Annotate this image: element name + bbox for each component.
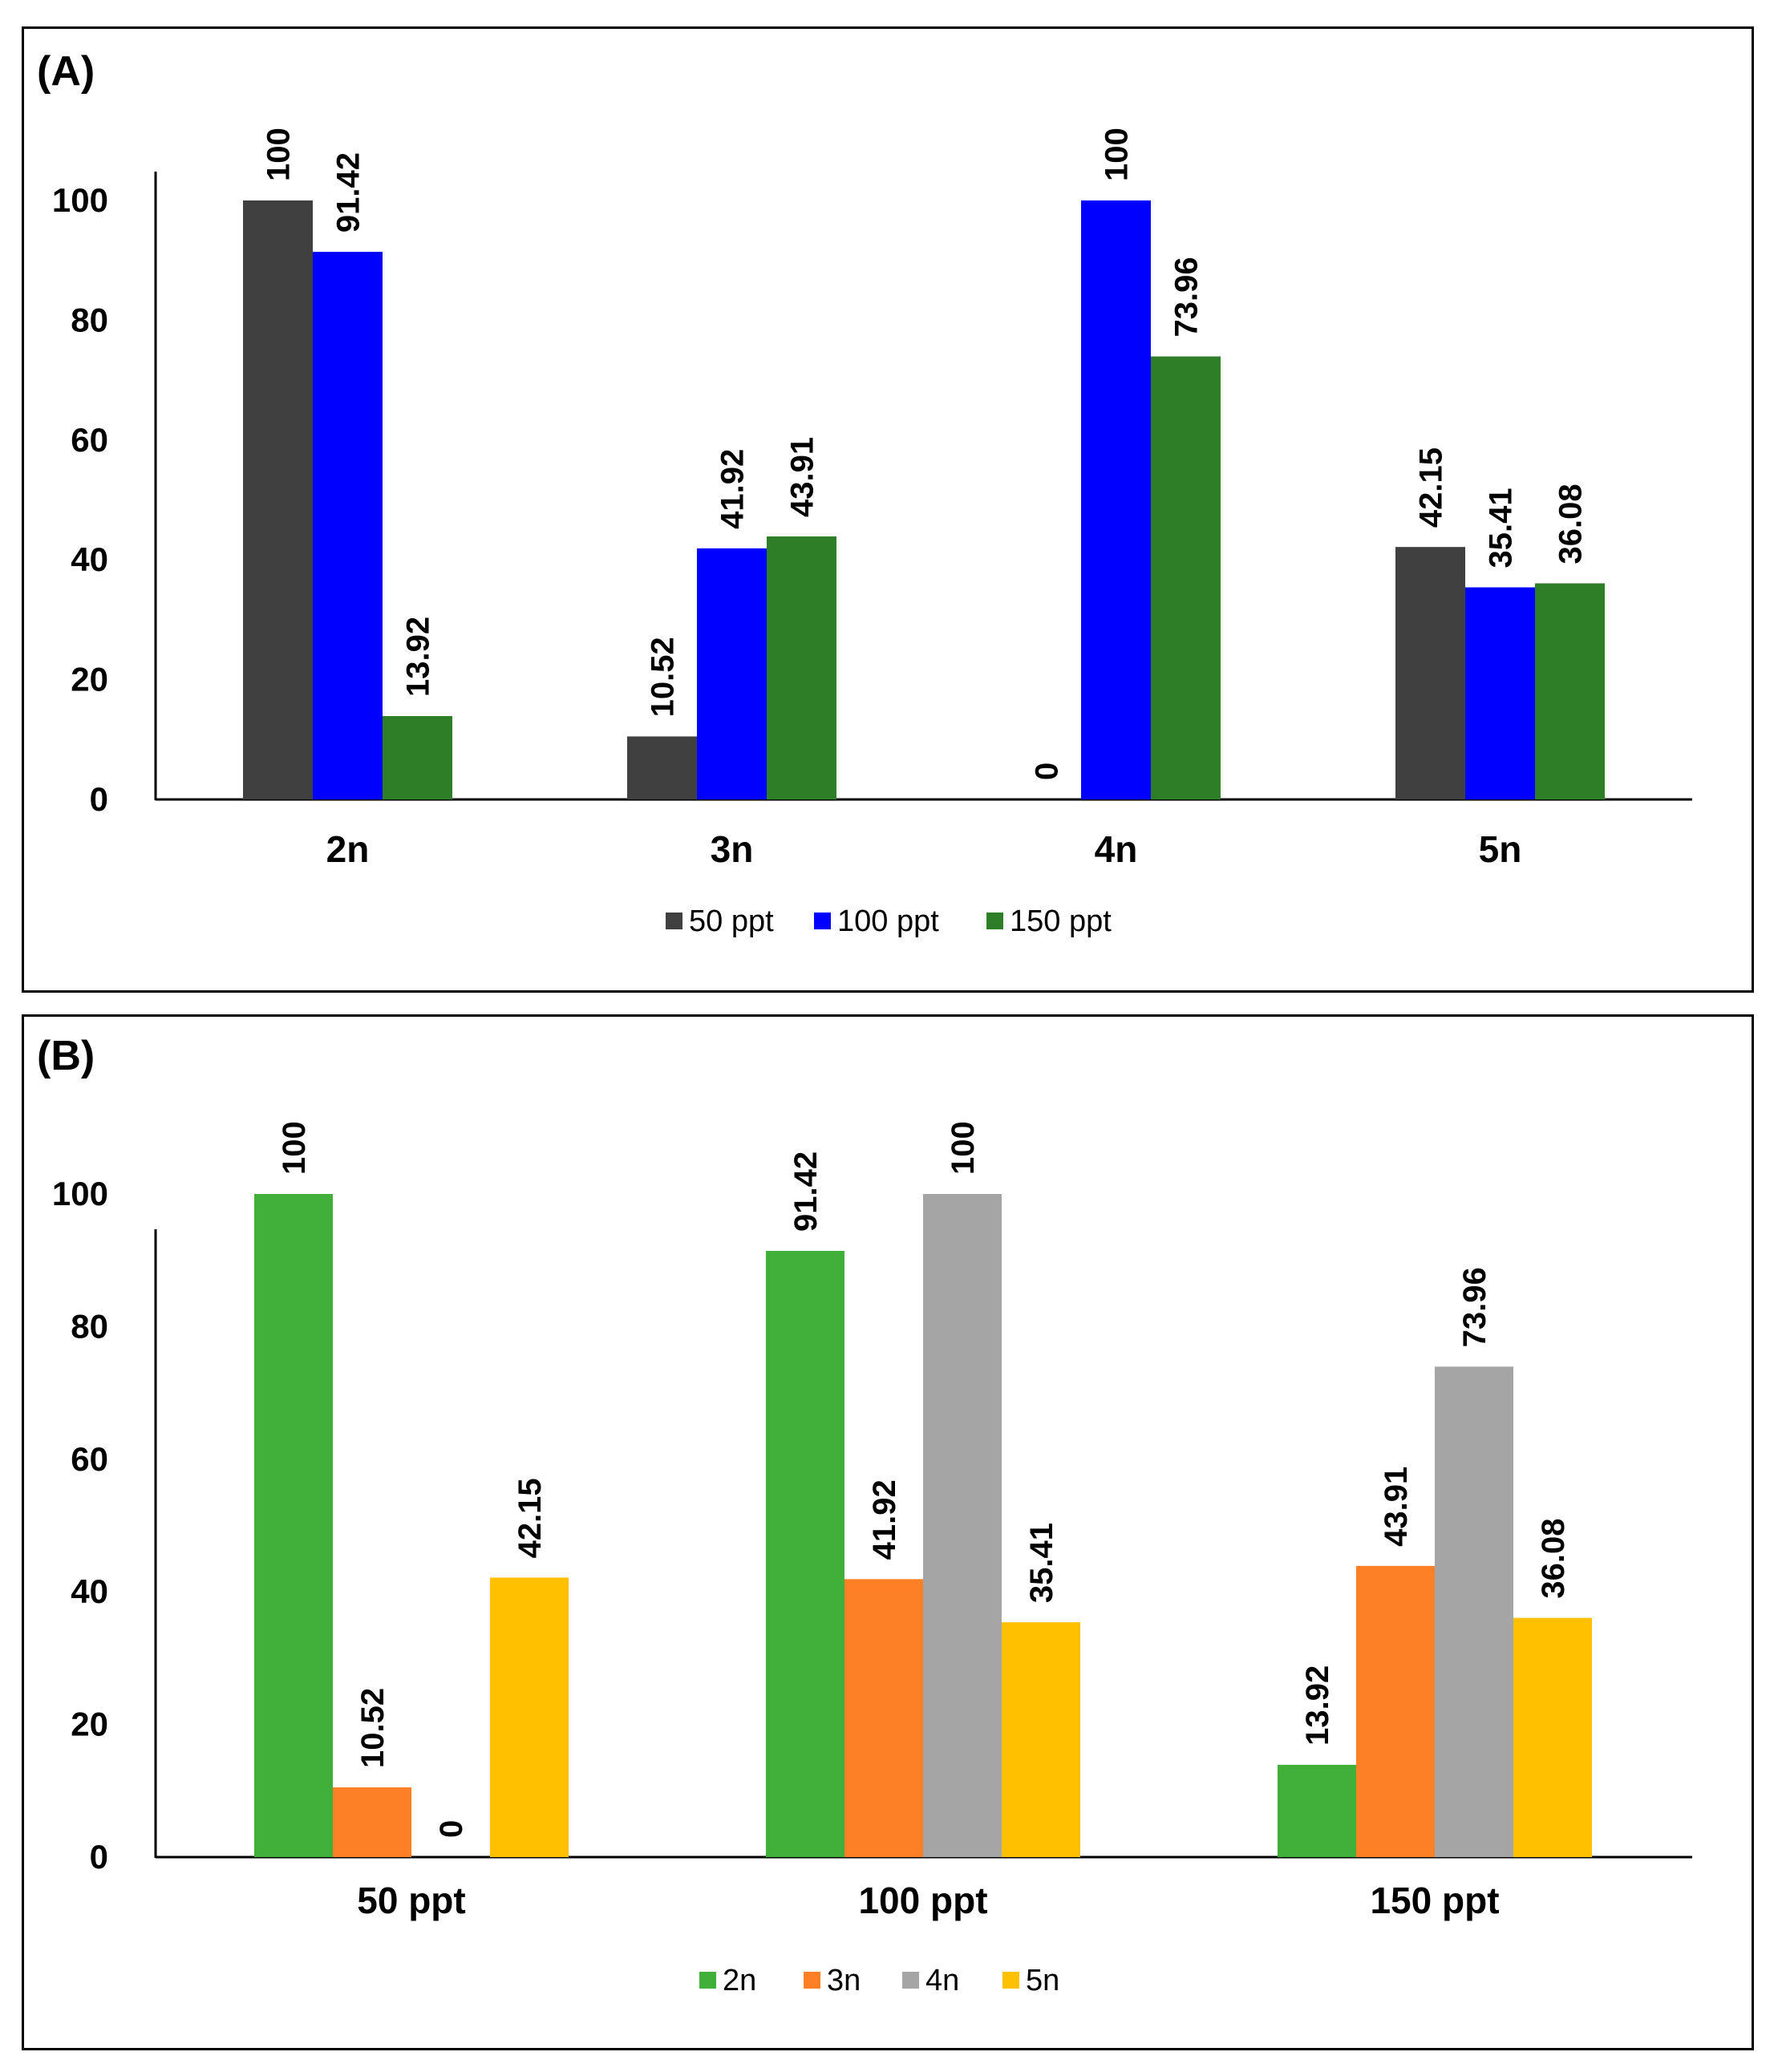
data-label-2n-150-ppt: 13.92: [1300, 1665, 1335, 1746]
legend-label-150-ppt: 150 ppt: [1010, 904, 1112, 938]
legend-label-50-ppt: 50 ppt: [689, 904, 774, 938]
data-label-50-ppt-3n: 10.52: [646, 637, 681, 717]
bar-50-ppt-3n: [627, 736, 697, 799]
bar-100-ppt-4n: [1081, 200, 1151, 799]
chart-b: (B) 0 20 40 60 80 100 100 10.52 0 42.15 50 ppt 91.42…: [37, 1033, 1692, 1997]
data-label-3n-50-ppt: 10.52: [355, 1688, 391, 1768]
y-tick-label-20: 20: [71, 1706, 108, 1743]
data-label-150-ppt-2n: 13.92: [401, 617, 436, 697]
bar-150-ppt-2n: [383, 716, 452, 799]
chart-a: (A) 0 20 40 60 80 100 100 91.42 13.92 2n 10.52 41.92…: [37, 48, 1692, 938]
bar-3n-150-ppt: [1356, 1565, 1435, 1857]
bar-5n-150-ppt: [1513, 1617, 1592, 1857]
legend-label-4n: 4n: [925, 1964, 959, 1997]
bar-3n-50-ppt: [333, 1787, 411, 1857]
y-tick-label-100: 100: [52, 1175, 108, 1212]
legend-swatch-2n: [699, 1972, 716, 1989]
bar-100-ppt-3n: [697, 548, 767, 799]
data-label-150-ppt-5n: 36.08: [1553, 484, 1589, 564]
data-label-5n-150-ppt: 36.08: [1536, 1519, 1571, 1599]
y-tick-label-60: 60: [71, 421, 108, 459]
legend-swatch-100-ppt: [814, 913, 831, 929]
y-tick-label-20: 20: [71, 661, 108, 698]
data-label-5n-50-ppt: 42.15: [512, 1478, 548, 1558]
bar-2n-50-ppt: [254, 1194, 333, 1857]
legend-label-100-ppt: 100 ppt: [837, 904, 939, 938]
bar-2n-100-ppt: [766, 1250, 844, 1857]
panel-label-b: (B): [37, 1033, 95, 1079]
bar-2n-150-ppt: [1278, 1764, 1356, 1857]
bar-100-ppt-2n: [313, 252, 383, 799]
data-label-100-ppt-2n: 91.42: [331, 152, 367, 233]
x-category-label-3n: 3n: [711, 828, 754, 870]
bar-150-ppt-5n: [1535, 583, 1605, 799]
y-tick-label-0: 0: [90, 1838, 108, 1876]
legend-label-2n: 2n: [723, 1964, 756, 1997]
bar-3n-100-ppt: [844, 1579, 923, 1857]
legend-swatch-5n: [1002, 1972, 1019, 1989]
x-category-label-4n: 4n: [1095, 828, 1138, 870]
panel-label-a: (A): [37, 48, 95, 95]
x-category-label-2n: 2n: [326, 828, 370, 870]
bar-4n-100-ppt: [923, 1194, 1002, 1857]
x-category-label-150-ppt: 150 ppt: [1370, 1880, 1499, 1921]
bar-100-ppt-5n: [1465, 587, 1535, 799]
data-label-4n-150-ppt: 73.96: [1457, 1267, 1492, 1347]
legend-label-3n: 3n: [827, 1964, 861, 1997]
y-tick-label-0: 0: [90, 780, 108, 818]
bar-4n-150-ppt: [1435, 1366, 1513, 1857]
x-category-label-50-ppt: 50 ppt: [357, 1880, 465, 1921]
x-category-label-100-ppt: 100 ppt: [858, 1880, 987, 1921]
data-label-50-ppt-2n: 100: [261, 127, 297, 181]
bar-50-ppt-5n: [1395, 547, 1465, 799]
y-tick-label-80: 80: [71, 1307, 108, 1345]
data-label-4n-100-ppt: 100: [946, 1121, 981, 1175]
data-label-50-ppt-5n: 42.15: [1414, 447, 1449, 528]
y-tick-label-80: 80: [71, 301, 108, 338]
bar-150-ppt-4n: [1151, 356, 1221, 799]
legend-swatch-3n: [804, 1972, 820, 1989]
data-label-3n-100-ppt: 41.92: [867, 1479, 902, 1560]
bar-5n-100-ppt: [1002, 1622, 1080, 1857]
data-label-150-ppt-4n: 73.96: [1169, 257, 1205, 337]
legend-label-5n: 5n: [1026, 1964, 1059, 1997]
legend-swatch-50-ppt: [666, 913, 682, 929]
y-tick-label-100: 100: [52, 181, 108, 219]
panel-b: (B) 0 20 40 60 80 100 100 10.52 0 42.15 50 ppt 91.42…: [22, 1014, 1754, 2050]
data-label-100-ppt-3n: 41.92: [715, 449, 751, 529]
y-tick-label-60: 60: [71, 1440, 108, 1478]
data-label-2n-100-ppt: 91.42: [788, 1151, 824, 1232]
legend-swatch-150-ppt: [986, 913, 1003, 929]
bar-5n-50-ppt: [490, 1577, 569, 1857]
data-label-50-ppt-4n: 0: [1030, 763, 1065, 780]
y-tick-label-40: 40: [71, 1572, 108, 1610]
bar-50-ppt-2n: [243, 200, 313, 799]
bar-150-ppt-3n: [767, 536, 836, 799]
y-tick-label-40: 40: [71, 540, 108, 578]
panel-a: (A) 0 20 40 60 80 100 100 91.42 13.92 2n 10.52 41.92…: [22, 26, 1754, 993]
data-label-3n-150-ppt: 43.91: [1379, 1467, 1414, 1547]
data-label-4n-50-ppt: 0: [434, 1820, 469, 1838]
data-label-100-ppt-5n: 35.41: [1484, 488, 1519, 568]
data-label-100-ppt-4n: 100: [1100, 127, 1135, 181]
data-label-2n-50-ppt: 100: [277, 1121, 312, 1175]
data-label-5n-100-ppt: 35.41: [1024, 1523, 1059, 1603]
data-label-150-ppt-3n: 43.91: [785, 437, 820, 517]
x-category-label-5n: 5n: [1479, 828, 1522, 870]
legend-swatch-4n: [902, 1972, 919, 1989]
